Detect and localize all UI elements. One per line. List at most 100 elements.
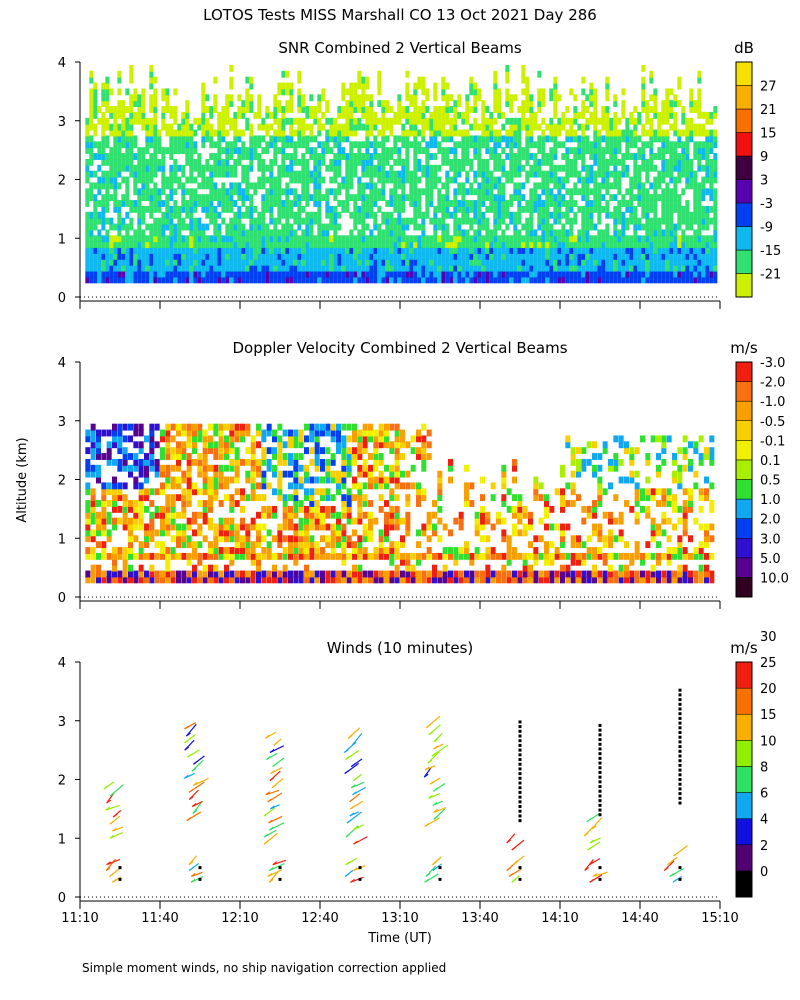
snr-cell bbox=[437, 235, 442, 243]
snr-cell bbox=[261, 123, 266, 131]
snr-cell bbox=[605, 188, 610, 196]
snr-cell bbox=[541, 270, 546, 278]
snr-cell bbox=[605, 205, 610, 213]
snr-cell bbox=[93, 276, 98, 284]
snr-cell bbox=[697, 153, 702, 160]
doppler-cell bbox=[293, 435, 299, 443]
snr-cell bbox=[269, 211, 274, 219]
snr-cell bbox=[313, 158, 318, 166]
snr-cell bbox=[473, 205, 478, 213]
doppler-cell bbox=[112, 552, 117, 560]
snr-cell bbox=[613, 176, 618, 184]
snr-cell bbox=[361, 164, 366, 172]
doppler-cell bbox=[208, 447, 213, 455]
snr-cell bbox=[129, 158, 134, 166]
snr-cell bbox=[637, 194, 642, 202]
doppler-cell bbox=[288, 494, 293, 502]
snr-cell bbox=[665, 100, 670, 108]
snr-cell bbox=[577, 111, 582, 119]
doppler-cell bbox=[85, 470, 91, 478]
doppler-cell bbox=[170, 435, 176, 443]
snr-cell bbox=[649, 123, 654, 131]
snr-cell bbox=[609, 158, 614, 166]
snr-cell bbox=[181, 235, 186, 243]
snr-cell bbox=[189, 258, 194, 266]
snr-cell bbox=[669, 88, 674, 96]
snr-cell bbox=[665, 276, 670, 284]
snr-cell bbox=[557, 264, 562, 272]
snr-cell bbox=[401, 217, 406, 225]
snr-cell bbox=[233, 235, 238, 243]
snr-cell bbox=[137, 223, 142, 231]
doppler-cell bbox=[245, 423, 251, 431]
snr-cell bbox=[525, 217, 530, 225]
snr-cell bbox=[373, 264, 378, 272]
snr-cell bbox=[405, 158, 410, 166]
snr-cell bbox=[161, 176, 166, 184]
snr-cell bbox=[609, 235, 614, 243]
snr-cell bbox=[505, 252, 510, 260]
snr-cell bbox=[221, 182, 226, 190]
snr-cell bbox=[293, 247, 298, 254]
snr-cell bbox=[137, 211, 142, 219]
snr-cell bbox=[305, 158, 310, 166]
snr-cell bbox=[229, 229, 234, 237]
snr-cell bbox=[289, 229, 294, 237]
doppler-cell bbox=[314, 552, 320, 560]
doppler-cell bbox=[218, 576, 224, 584]
snr-cell bbox=[485, 229, 490, 237]
snr-cell bbox=[93, 94, 98, 102]
snr-cell bbox=[313, 211, 318, 219]
snr-cell bbox=[629, 111, 634, 119]
snr-cell bbox=[325, 211, 330, 219]
snr-cell bbox=[293, 241, 298, 249]
snr-cell bbox=[477, 264, 482, 272]
snr-cell bbox=[593, 129, 598, 137]
snr-cell bbox=[449, 264, 454, 272]
snr-cell bbox=[353, 247, 358, 254]
snr-cell bbox=[517, 229, 522, 237]
snr-cell bbox=[497, 247, 502, 254]
snr-cell bbox=[409, 123, 414, 131]
snr-cell bbox=[137, 252, 142, 260]
snr-cell bbox=[457, 258, 462, 266]
doppler-cell bbox=[106, 453, 112, 460]
snr-cell bbox=[317, 229, 322, 237]
doppler-cell bbox=[133, 523, 139, 531]
snr-cell bbox=[169, 123, 174, 131]
snr-cell bbox=[589, 176, 594, 184]
snr-cell bbox=[485, 270, 490, 278]
snr-cell bbox=[385, 223, 390, 231]
snr-cell bbox=[481, 182, 486, 190]
doppler-cell bbox=[117, 488, 123, 496]
snr-cell bbox=[697, 182, 702, 190]
snr-cell bbox=[373, 123, 378, 131]
snr-cell bbox=[581, 141, 586, 149]
doppler-cell bbox=[314, 547, 320, 554]
snr-cell bbox=[461, 211, 466, 219]
snr-cell bbox=[285, 247, 290, 254]
snr-cell bbox=[401, 182, 406, 190]
snr-cell bbox=[345, 194, 350, 202]
snr-cell bbox=[309, 241, 314, 249]
snr-cell bbox=[669, 170, 674, 178]
snr-cell bbox=[645, 200, 650, 207]
snr-cell bbox=[393, 182, 398, 190]
snr-cell bbox=[121, 200, 126, 207]
snr-cell bbox=[597, 129, 602, 137]
snr-cell bbox=[457, 94, 462, 102]
snr-cell bbox=[157, 235, 162, 243]
snr-cell bbox=[333, 235, 338, 243]
snr-cell bbox=[637, 247, 642, 254]
snr-cell bbox=[241, 176, 246, 184]
snr-cell bbox=[309, 247, 314, 254]
snr-cell bbox=[361, 229, 366, 237]
colorbar-label: 9 bbox=[760, 150, 768, 165]
snr-cell bbox=[565, 247, 570, 254]
doppler-cell bbox=[154, 529, 160, 537]
snr-cell bbox=[561, 252, 566, 260]
snr-cell bbox=[441, 264, 446, 272]
snr-cell bbox=[601, 235, 606, 243]
snr-cell bbox=[365, 205, 370, 213]
snr-cell bbox=[425, 141, 430, 149]
